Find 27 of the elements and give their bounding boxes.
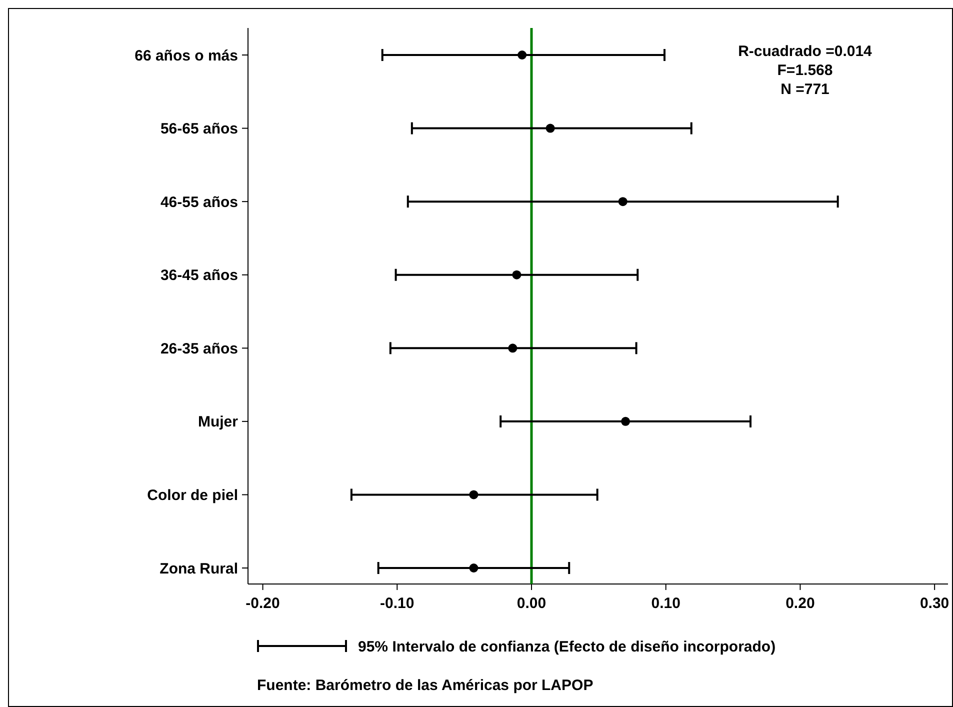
y-tick-label: 56-65 años: [160, 120, 238, 138]
x-tick-label: 0.00: [516, 595, 546, 612]
x-tick-label: -0.10: [380, 595, 414, 612]
x-tick-label: 0.10: [651, 595, 680, 612]
x-tick-label: -0.20: [246, 595, 280, 612]
y-tick-label: Zona Rural: [160, 560, 238, 578]
point: [469, 490, 478, 500]
point: [518, 50, 527, 60]
point: [546, 124, 555, 133]
x-tick-label: 0.20: [786, 595, 815, 612]
y-tick-label: 46-55 años: [160, 194, 238, 211]
point: [508, 344, 518, 353]
point: [618, 197, 628, 206]
x-tick-label: 0.30: [920, 595, 950, 612]
point: [512, 270, 522, 280]
y-tick-label: Mujer: [198, 414, 238, 431]
y-tick-label: 36-45 años: [160, 267, 238, 284]
y-tick-label: Color de piel: [147, 486, 238, 504]
point: [469, 564, 478, 572]
y-tick-label: 26-35 años: [160, 340, 238, 358]
point: [621, 416, 630, 426]
annotation: N =771: [780, 81, 830, 98]
annotation: R-cuadrado =0.014: [738, 43, 873, 60]
y-tick-label: 66 años o más: [134, 47, 238, 64]
legend-label: 95% Intervalo de confianza (Efecto de diseño incorporado): [358, 638, 776, 656]
source-note: Fuente: Barómetro de las Américas por LAPOP: [257, 677, 594, 694]
annotation: F=1.568: [777, 62, 833, 79]
